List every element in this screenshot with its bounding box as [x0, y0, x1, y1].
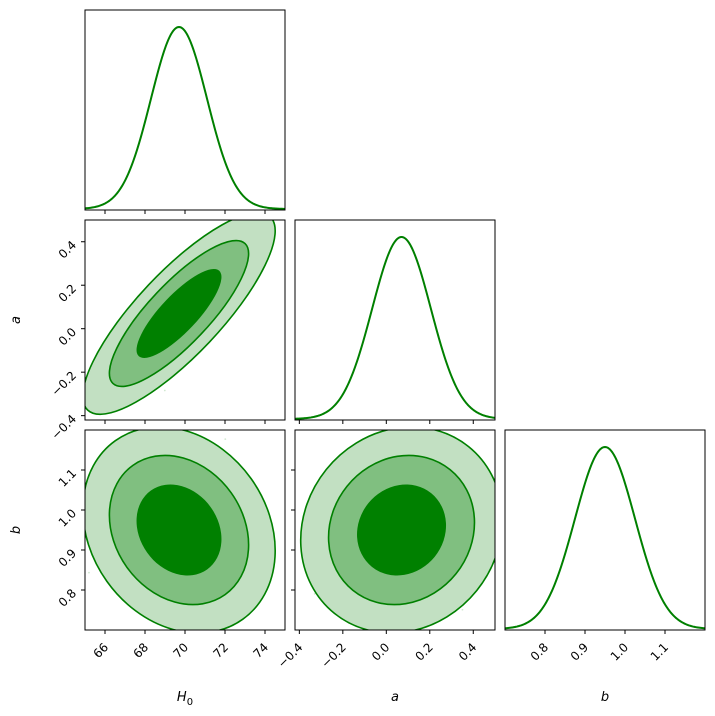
y-tick-label-a: 0.0 — [56, 325, 79, 348]
scatter-point — [135, 420, 137, 422]
x-tick-label-a: 0.2 — [413, 640, 436, 663]
y-tick-label-a: 0.2 — [56, 281, 79, 304]
y-tick-label-b: 1.0 — [56, 506, 79, 529]
scatter-point — [313, 592, 316, 595]
y-tick-label-b: 0.8 — [56, 586, 79, 609]
panel-H0-marginal — [84, 9, 286, 211]
x-tick-label-H0: 70 — [170, 640, 191, 661]
x-tick-label-H0: 74 — [250, 640, 271, 661]
y-axis-label-a: a — [9, 316, 24, 324]
panel-b-vs-H0 — [84, 429, 286, 631]
x-tick-label-H0: 66 — [90, 640, 111, 661]
scatter-point — [88, 571, 90, 574]
scatter-point — [224, 438, 227, 440]
x-tick-label-b: 1.0 — [608, 640, 631, 663]
panel-frame — [294, 429, 496, 631]
scatter-point — [461, 608, 464, 611]
y-tick-label-a: −0.2 — [49, 368, 80, 399]
y-tick-label-b: 1.1 — [56, 466, 79, 489]
x-tick-label-b: 0.9 — [568, 640, 591, 663]
x-tick-label-b: 0.8 — [528, 640, 551, 663]
y-axis-label-b: b — [9, 526, 24, 534]
x-tick-label-b: 1.1 — [648, 640, 671, 663]
contour-1sigma — [357, 484, 447, 576]
contour-1sigma — [136, 268, 222, 358]
panel-frame — [504, 429, 706, 631]
x-tick-label-a: −0.4 — [275, 640, 306, 671]
panel-b-vs-a — [294, 429, 496, 631]
scatter-point — [262, 218, 264, 220]
contour-1sigma — [136, 484, 222, 576]
scatter-point — [163, 389, 166, 392]
panel-a-vs-H0 — [65, 218, 286, 422]
marginal-curve-a — [295, 236, 495, 420]
x-tick-label-a: 0.0 — [369, 640, 392, 663]
x-axis-label-H0: H0 — [177, 690, 193, 708]
x-tick-label-H0: 72 — [210, 640, 231, 661]
x-axis-label-a: a — [391, 690, 399, 705]
scatter-point — [65, 402, 67, 404]
marginal-curve-H0 — [85, 25, 285, 210]
panel-b-marginal — [504, 429, 706, 631]
panel-a-marginal — [294, 219, 496, 421]
x-axis-label-b: b — [601, 690, 609, 705]
panel-frame — [84, 9, 286, 211]
y-tick-label-a: −0.4 — [49, 412, 80, 443]
x-tick-label-a: −0.2 — [318, 640, 349, 671]
y-tick-label-a: 0.4 — [56, 238, 79, 261]
panel-frame — [294, 219, 496, 421]
x-tick-label-a: 0.4 — [456, 640, 479, 663]
marginal-curve-b — [505, 445, 705, 630]
y-tick-label-b: 0.9 — [56, 546, 79, 569]
x-tick-label-H0: 68 — [130, 640, 151, 661]
